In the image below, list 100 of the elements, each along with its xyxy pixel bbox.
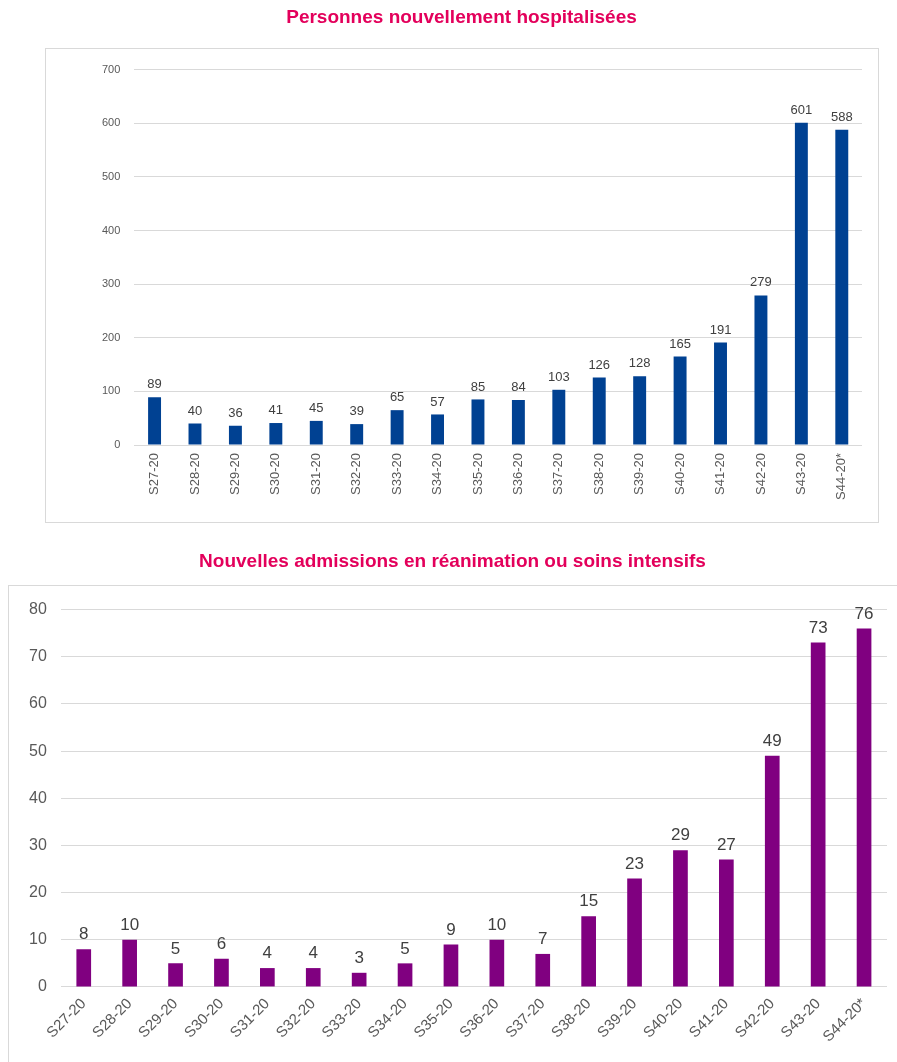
x-tick-label: S42-20 xyxy=(752,453,768,495)
data-label: 84 xyxy=(511,379,526,395)
bar xyxy=(810,642,826,987)
data-label: 10 xyxy=(487,914,507,934)
data-label: 601 xyxy=(790,101,813,117)
x-tick-label: S34-20 xyxy=(429,453,445,495)
x-tick-label: S31-20 xyxy=(307,453,323,495)
bar xyxy=(305,968,321,987)
bar xyxy=(835,129,849,445)
data-label: 65 xyxy=(389,389,405,405)
data-label: 45 xyxy=(309,399,324,415)
x-tick-label: S44-20* xyxy=(833,453,849,501)
y-tick-label: 600 xyxy=(101,116,121,129)
data-label: 5 xyxy=(400,938,410,958)
y-tick-label: 700 xyxy=(101,62,121,75)
data-label: 3 xyxy=(354,947,364,967)
data-label: 165 xyxy=(669,335,691,351)
data-label: 128 xyxy=(628,355,651,371)
data-label: 40 xyxy=(187,402,203,418)
bar xyxy=(627,878,642,987)
bar xyxy=(228,425,242,445)
data-label: 126 xyxy=(588,356,611,372)
data-label: 85 xyxy=(470,378,486,394)
bar xyxy=(511,399,525,445)
y-tick-label: 80 xyxy=(29,600,47,618)
bar xyxy=(552,389,566,445)
data-label: 57 xyxy=(430,393,445,409)
data-label: 103 xyxy=(547,368,570,384)
x-tick-label: S38-20 xyxy=(590,453,606,495)
chart-title: Nouvelles admissions en réanimation ou soins intensifs xyxy=(198,550,707,572)
bar xyxy=(592,377,606,445)
bar xyxy=(269,423,283,445)
bar xyxy=(397,963,413,987)
x-tick-label: S40-20 xyxy=(671,453,687,495)
data-label: 27 xyxy=(716,834,736,854)
bar xyxy=(309,420,323,445)
bar xyxy=(764,755,780,987)
y-tick-label: 0 xyxy=(37,977,47,995)
x-tick-label: S36-20 xyxy=(509,453,525,495)
bar xyxy=(856,628,872,987)
data-label: 29 xyxy=(670,825,690,845)
bar xyxy=(714,342,727,445)
y-tick-label: 400 xyxy=(101,223,121,236)
data-label: 279 xyxy=(750,274,772,290)
y-tick-label: 100 xyxy=(101,384,121,397)
bar xyxy=(754,295,768,445)
y-tick-label: 10 xyxy=(29,930,47,948)
data-label: 10 xyxy=(120,914,140,934)
data-label: 588 xyxy=(830,108,853,124)
data-label: 6 xyxy=(216,933,227,953)
y-tick-label: 20 xyxy=(29,883,47,901)
bar xyxy=(76,949,92,987)
data-label: 49 xyxy=(762,731,782,751)
y-tick-label: 50 xyxy=(29,741,47,759)
data-label: 191 xyxy=(709,321,732,337)
data-label: 5 xyxy=(170,938,181,958)
data-label: 23 xyxy=(625,853,645,873)
bar xyxy=(673,850,688,987)
bar xyxy=(633,376,647,445)
y-tick-label: 70 xyxy=(29,647,47,665)
y-tick-label: 30 xyxy=(29,835,47,853)
bar xyxy=(214,958,229,987)
bar xyxy=(390,410,404,445)
bar xyxy=(794,122,808,445)
x-tick-label: S37-20 xyxy=(550,453,566,495)
data-label: 9 xyxy=(446,919,456,939)
y-tick-label: 60 xyxy=(29,694,47,712)
data-label: 41 xyxy=(268,402,284,418)
bar xyxy=(471,399,485,445)
data-label: 7 xyxy=(538,929,548,949)
y-tick-label: 40 xyxy=(29,788,47,806)
data-label: 15 xyxy=(579,891,599,911)
bar xyxy=(260,968,275,987)
x-tick-label: S35-20 xyxy=(469,453,485,495)
y-tick-label: 0 xyxy=(114,438,121,451)
data-label: 4 xyxy=(308,943,318,963)
bar xyxy=(719,859,734,987)
bar xyxy=(351,972,367,987)
y-tick-label: 200 xyxy=(101,330,121,343)
bar xyxy=(673,356,687,445)
x-tick-label: S29-20 xyxy=(226,453,242,495)
x-tick-label: S27-20 xyxy=(146,453,162,495)
bar xyxy=(122,939,137,987)
bar xyxy=(431,414,445,445)
bar xyxy=(148,397,162,445)
x-tick-label: S33-20 xyxy=(388,453,404,495)
x-tick-label: S30-20 xyxy=(267,453,283,495)
chart-title: Personnes nouvellement hospitalisées xyxy=(285,6,638,28)
data-label: 4 xyxy=(262,943,273,963)
data-label: 8 xyxy=(79,924,89,944)
data-label: 76 xyxy=(854,603,874,623)
x-tick-label: S43-20 xyxy=(792,453,808,495)
data-label: 73 xyxy=(808,617,828,637)
x-tick-label: S28-20 xyxy=(186,453,202,495)
x-tick-label: S32-20 xyxy=(348,453,364,495)
data-label: 39 xyxy=(349,403,364,419)
bar xyxy=(535,953,551,987)
bar xyxy=(188,423,202,445)
bar xyxy=(489,939,505,987)
data-label: 36 xyxy=(228,404,243,420)
